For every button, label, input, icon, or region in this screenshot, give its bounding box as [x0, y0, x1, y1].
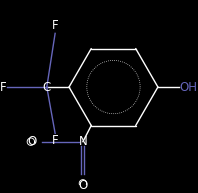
Text: O: O — [27, 135, 37, 148]
Text: F: F — [52, 134, 58, 147]
Text: N: N — [79, 135, 87, 148]
Text: C: C — [43, 80, 51, 94]
Text: O: O — [78, 179, 88, 192]
Text: OH: OH — [180, 80, 198, 94]
Text: F: F — [0, 80, 6, 94]
Text: F: F — [52, 19, 58, 32]
